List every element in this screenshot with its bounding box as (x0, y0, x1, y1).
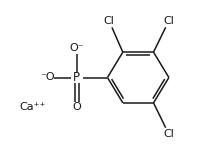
Text: O: O (72, 102, 81, 113)
Text: P: P (73, 71, 80, 84)
Text: Cl: Cl (164, 129, 174, 139)
Text: O⁻: O⁻ (69, 42, 84, 53)
Text: Cl: Cl (104, 16, 114, 26)
Text: Cl: Cl (164, 16, 174, 26)
Text: ⁻O: ⁻O (40, 73, 55, 82)
Text: Ca⁺⁺: Ca⁺⁺ (19, 102, 45, 113)
